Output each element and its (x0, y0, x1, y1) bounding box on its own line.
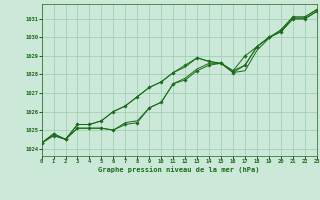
X-axis label: Graphe pression niveau de la mer (hPa): Graphe pression niveau de la mer (hPa) (99, 166, 260, 173)
